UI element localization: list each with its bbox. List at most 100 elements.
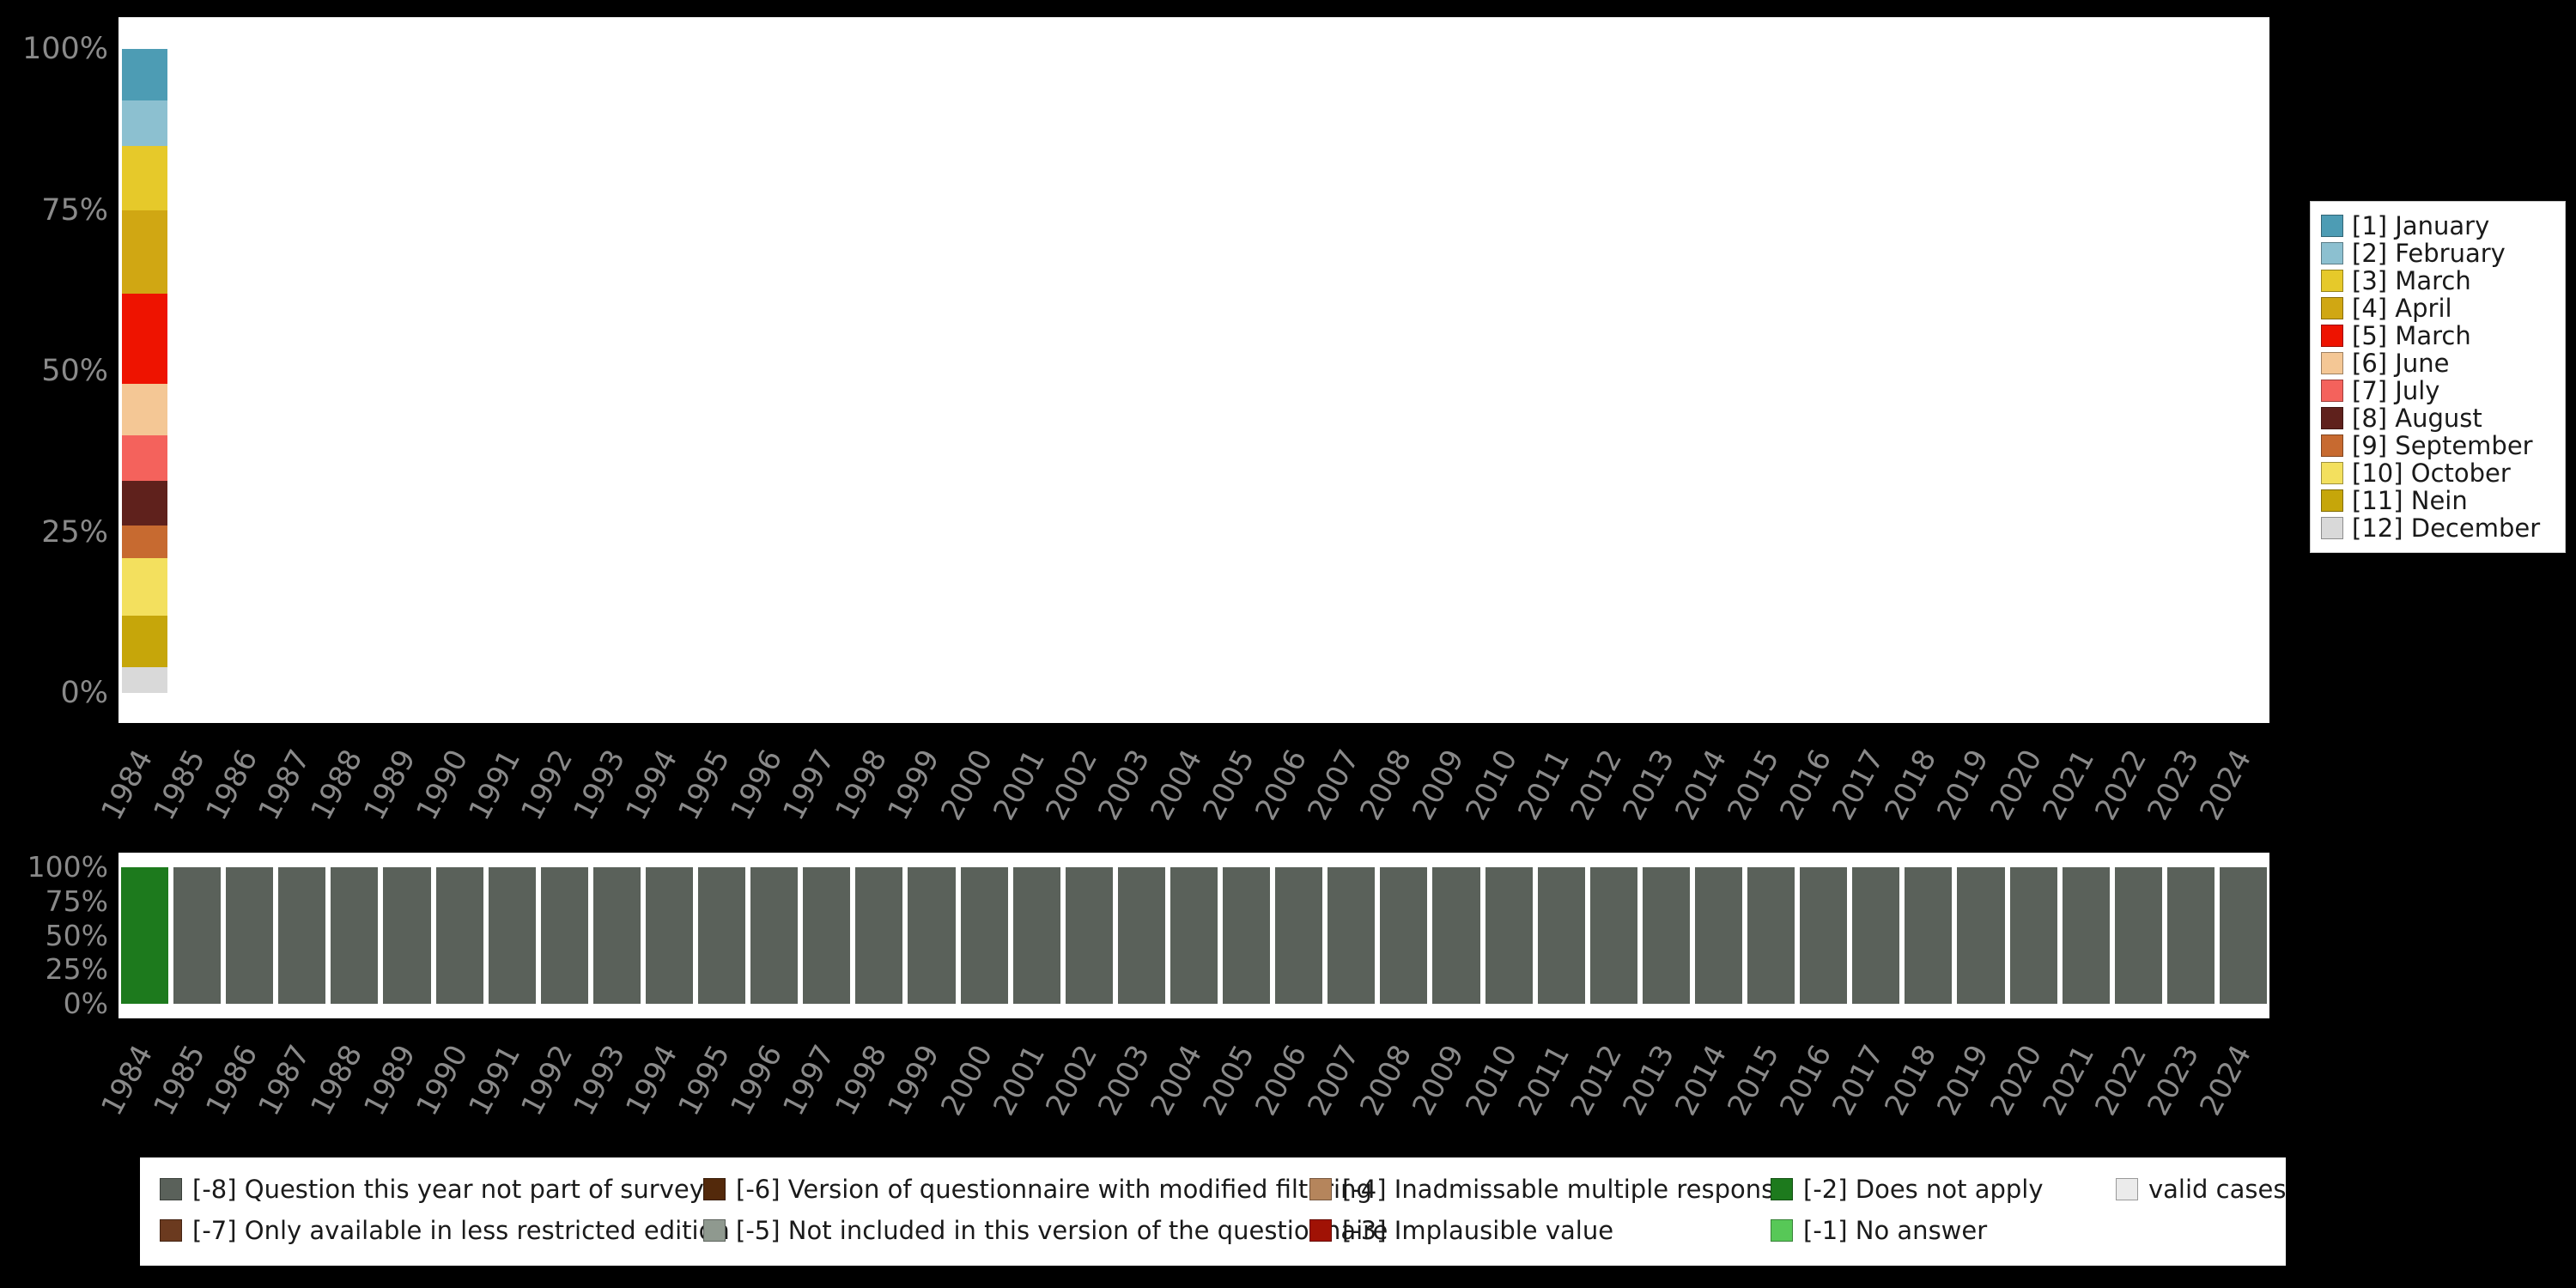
missing-bar <box>1589 867 1637 1004</box>
legend-swatch <box>703 1178 726 1200</box>
legend-item: [10] October <box>2321 459 2555 488</box>
year-label: 2007 <box>1301 744 1367 826</box>
legend-label: [-3] Implausible value <box>1342 1216 1614 1245</box>
legend-label: [2] February <box>2352 239 2506 268</box>
legend-label: [7] July <box>2352 376 2440 405</box>
legend-swatch <box>1309 1219 1332 1242</box>
year-label: 1988 <box>304 1039 370 1121</box>
missing-bar <box>2062 867 2110 1004</box>
year-label: 1998 <box>829 1039 895 1121</box>
year-label: 1998 <box>829 744 895 826</box>
year-label: 2006 <box>1249 744 1315 826</box>
legend-swatch <box>1771 1219 1793 1242</box>
year-label: 1991 <box>461 1039 527 1121</box>
legend-label: [11] Nein <box>2352 486 2468 515</box>
legend-item: [-5] Not included in this version of the… <box>703 1216 1388 1245</box>
legend-item: [-3] Implausible value <box>1309 1216 1771 1245</box>
y-tick-label: 75% <box>41 192 108 228</box>
legend-item: [12] December <box>2321 513 2555 543</box>
missing-bar <box>750 867 799 1004</box>
year-label: 2024 <box>2193 744 2259 826</box>
legend-label: valid cases <box>2148 1175 2287 1204</box>
missing-bar <box>1065 867 1113 1004</box>
year-label: 2012 <box>1563 744 1629 826</box>
year-label: 1997 <box>776 744 842 826</box>
legend-swatch <box>2321 325 2343 347</box>
legend-item: [9] September <box>2321 431 2555 460</box>
year-label: 2014 <box>1668 744 1735 826</box>
year-label: 2005 <box>1196 744 1262 826</box>
year-label: 2002 <box>1039 744 1104 826</box>
legend-item: [4] April <box>2321 294 2555 323</box>
year-label: 2010 <box>1458 1039 1524 1121</box>
year-label: 2004 <box>1144 1039 1210 1121</box>
y-tick-label: 0% <box>60 676 108 710</box>
missing-bar <box>1905 867 1953 1004</box>
year-label: 2021 <box>2035 744 2101 826</box>
missing-bar <box>488 867 536 1004</box>
legend-label: [1] January <box>2352 211 2490 240</box>
legend-swatch <box>2321 270 2343 292</box>
legend-label: [12] December <box>2352 513 2541 543</box>
year-label: 2004 <box>1144 744 1210 826</box>
missing-bar <box>331 867 379 1004</box>
missing-bar <box>1694 867 1743 1004</box>
legend-swatch <box>160 1219 182 1242</box>
year-label: 2006 <box>1249 1039 1315 1121</box>
legend-label: [10] October <box>2352 459 2511 488</box>
legend-label: [-8] Question this year not part of surv… <box>192 1175 704 1204</box>
year-label: 1985 <box>147 1039 213 1121</box>
missing-bar <box>1800 867 1848 1004</box>
bar-segment <box>122 49 167 100</box>
legend-label: [3] March <box>2352 266 2471 295</box>
year-label: 1986 <box>199 744 265 826</box>
year-label: 2000 <box>933 744 999 826</box>
missing-legend-grid: [-8] Question this year not part of surv… <box>140 1157 2286 1245</box>
bottom-chart-plot <box>118 853 2269 1018</box>
year-label: 2000 <box>933 1039 999 1121</box>
bar-1984 <box>122 49 167 693</box>
legend-label: [-2] Does not apply <box>1803 1175 2044 1204</box>
year-label: 2003 <box>1091 1039 1157 1121</box>
bar-segment <box>122 616 167 667</box>
year-label: 2018 <box>1878 1039 1944 1121</box>
legend-swatch <box>2321 380 2343 402</box>
legend-label: [9] September <box>2352 431 2533 460</box>
year-label: 1999 <box>881 1039 947 1121</box>
legend-item: [8] August <box>2321 404 2555 433</box>
year-label: 2016 <box>1773 1039 1839 1121</box>
missing-bar <box>1223 867 1271 1004</box>
year-label: 2008 <box>1353 744 1419 826</box>
y-tick-label: 50% <box>45 918 108 952</box>
missing-bar <box>592 867 641 1004</box>
legend-item: [-8] Question this year not part of surv… <box>160 1175 704 1204</box>
legend-item: [7] July <box>2321 376 2555 405</box>
y-tick-label: 25% <box>45 952 108 987</box>
year-label: 2011 <box>1510 744 1577 826</box>
year-label: 2008 <box>1353 1039 1419 1121</box>
missing-bar <box>645 867 694 1004</box>
bar-segment <box>122 667 167 693</box>
year-label: 2010 <box>1458 744 1524 826</box>
legend-swatch <box>2321 297 2343 319</box>
year-label: 2023 <box>2141 744 2207 826</box>
year-label: 2013 <box>1616 1039 1682 1121</box>
year-label: 1993 <box>567 1039 633 1121</box>
legend-swatch <box>703 1219 726 1242</box>
bar-segment <box>122 480 167 526</box>
months-legend: [1] January [2] February [3] March [4] Apri… <box>2310 201 2566 553</box>
year-label: 1987 <box>252 744 318 826</box>
year-label: 2001 <box>986 1039 1052 1121</box>
year-label: 2012 <box>1563 1039 1629 1121</box>
y-tick-label: 25% <box>41 514 108 550</box>
legend-item: [2] February <box>2321 239 2555 268</box>
legend-item: [3] March <box>2321 266 2555 295</box>
legend-swatch <box>2321 434 2343 457</box>
legend-swatch <box>2321 517 2343 539</box>
bar-segment <box>122 210 167 294</box>
legend-label: [-5] Not included in this version of the… <box>736 1216 1388 1245</box>
legend-swatch <box>1771 1178 1793 1200</box>
legend-item: [1] January <box>2321 211 2555 240</box>
year-label: 2001 <box>986 744 1052 826</box>
missing-bar <box>2009 867 2057 1004</box>
